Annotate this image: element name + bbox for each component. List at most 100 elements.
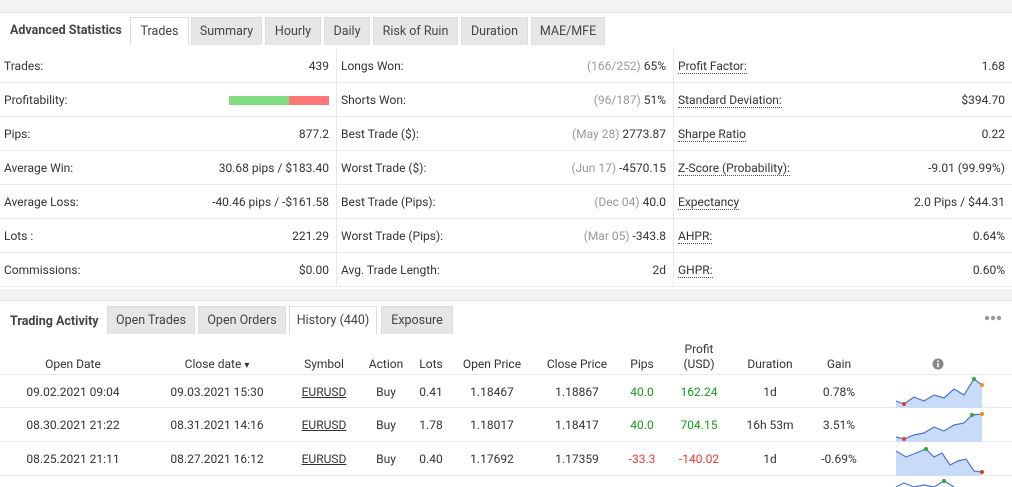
header-text: Close date — [184, 357, 242, 371]
stat-label[interactable]: Standard Deviation: — [678, 93, 782, 108]
stat-value-group: 0.22 — [982, 117, 1005, 151]
column-header: Close Price — [537, 357, 617, 372]
table-cell: 1.18867 — [555, 385, 599, 399]
table-cell: 3.51% — [822, 418, 856, 432]
tab[interactable]: Open Orders — [198, 306, 286, 334]
table-cell: 0.40 — [419, 452, 443, 466]
stat-row: Expectancy 2.0 Pips / $44.31 — [674, 185, 1012, 219]
table-cell: 1.17359 — [555, 452, 599, 466]
table-cell: 1.18467 — [470, 385, 514, 399]
header-text: Profit (USD) — [683, 342, 715, 371]
header-text: Open Price — [462, 357, 522, 371]
table-cell: 1.78 — [419, 418, 443, 432]
table-cell: 08.31.2021 14:16 — [170, 418, 264, 432]
table-row: 08.30.2021 21:22 08.31.2021 14:16 EURUSD Bu… — [0, 408, 1012, 442]
stat-value-group — [229, 83, 329, 117]
stat-value: 2d — [652, 263, 666, 277]
stat-value-group: 2d — [652, 253, 666, 287]
stat-label: Pips: — [4, 127, 31, 141]
table-cell: Buy — [376, 418, 396, 432]
stat-value: 2773.87 — [622, 127, 666, 141]
stat-row: Avg. Trade Length: 2d — [337, 253, 674, 287]
sparkline — [895, 447, 984, 476]
stat-value: 0.64% — [972, 229, 1005, 243]
stat-detail: (96/187) — [593, 93, 641, 107]
stat-row: Worst Trade (Pips): (Mar 05) -343.8 — [337, 219, 674, 253]
tab[interactable]: History (440) — [289, 306, 377, 334]
tab[interactable]: Daily — [324, 17, 370, 45]
stat-value-group: 0.64% — [973, 219, 1005, 253]
sort-indicator: ▾ — [244, 360, 250, 371]
table-cell[interactable]: EURUSD — [301, 418, 347, 432]
tab[interactable]: Exposure — [381, 306, 453, 334]
stat-label: Best Trade ($): — [341, 127, 419, 141]
stat-detail: (Jun 17) — [571, 161, 617, 175]
tab[interactable]: Duration — [461, 17, 528, 45]
table-cell: 0.41 — [419, 385, 443, 399]
table-cell: 08.27.2021 16:12 — [170, 452, 264, 466]
stat-value-group: (166/252) 65% — [587, 49, 666, 83]
activity-panel: Trading Activity Open Trades Open Orders H… — [0, 300, 1012, 487]
tab[interactable]: MAE/MFE — [531, 17, 605, 45]
stat-label[interactable]: Expectancy — [678, 195, 740, 210]
stat-value: 40.0 — [642, 195, 666, 209]
table-cell: -33.3 — [628, 452, 656, 466]
table-cell: 1.18417 — [555, 418, 599, 432]
panel-title: Trading Activity — [10, 314, 99, 329]
table-cell[interactable]: EURUSD — [301, 452, 347, 466]
column-header: Profit (USD) — [659, 342, 739, 372]
table-row: 09.02.2021 09:04 09.03.2021 15:30 EURUSD Bu… — [0, 374, 1012, 408]
tab[interactable]: Open Trades — [107, 306, 195, 334]
stat-value: 65% — [643, 59, 666, 73]
header-text: Lots — [419, 357, 443, 371]
column-header: Open Date — [33, 357, 113, 372]
table-cell[interactable]: EURUSD — [301, 385, 347, 399]
stat-value-group: -40.46 pips / -$161.58 — [212, 185, 329, 219]
stat-label: Avg. Trade Length: — [341, 263, 440, 277]
stat-detail: (Dec 04) — [594, 195, 640, 209]
stat-label[interactable]: AHPR: — [678, 229, 713, 244]
stat-label: Longs Won: — [341, 59, 404, 73]
stat-value: -4570.15 — [619, 161, 666, 175]
stat-label: Worst Trade (Pips): — [341, 229, 444, 243]
more-menu[interactable] — [984, 315, 1002, 321]
stat-label[interactable]: Z-Score (Probability): — [678, 161, 790, 176]
stat-row: Best Trade ($): (May 28) 2773.87 — [337, 117, 674, 151]
tab[interactable]: Trades — [130, 17, 189, 45]
stat-label[interactable]: Profit Factor: — [678, 59, 747, 74]
stat-row: Profit Factor: 1.68 — [674, 49, 1012, 83]
stat-label: Commissions: — [4, 263, 81, 277]
header-text: Close Price — [546, 357, 608, 371]
table-cell: 1d — [763, 452, 777, 466]
stat-label: Average Loss: — [4, 195, 79, 209]
stat-row: Z-Score (Probability): -9.01 (99.99%) — [674, 151, 1012, 185]
table-cell: 08.25.2021 21:11 — [26, 452, 120, 466]
tab[interactable]: Hourly — [265, 17, 321, 45]
stat-value-group: -9.01 (99.99%) — [928, 151, 1005, 185]
stat-label[interactable]: Sharpe Ratio — [678, 127, 747, 142]
info-icon[interactable] — [932, 358, 944, 370]
stat-value-group: 221.29 — [292, 219, 329, 253]
stat-label: Trades: — [4, 59, 44, 73]
table-cell: 08.30.2021 21:22 — [26, 418, 120, 432]
table-cell: 1.18017 — [470, 418, 514, 432]
stat-label[interactable]: GHPR: — [678, 263, 713, 278]
column-header: Lots — [391, 357, 471, 372]
tab[interactable]: Risk of Ruin — [373, 17, 458, 45]
stat-value: 439 — [308, 59, 329, 73]
column-header: Open Price — [452, 357, 532, 372]
panel-title: Advanced Statistics — [10, 23, 122, 38]
header-text: Gain — [826, 357, 852, 371]
stat-value: 30.68 pips / $183.40 — [218, 161, 329, 175]
column-header[interactable]: Close date ▾ — [177, 357, 257, 373]
tab[interactable]: Summary — [191, 17, 262, 45]
stat-label: Profitability: — [4, 93, 68, 107]
column-header: Action — [346, 357, 426, 372]
table-cell: 09.03.2021 15:30 — [170, 385, 264, 399]
stat-value: 51% — [643, 93, 666, 107]
stat-value-group: 2.0 Pips / $44.31 — [914, 185, 1005, 219]
column-header: Symbol — [284, 357, 364, 372]
stat-value: 0.60% — [972, 263, 1005, 277]
stat-detail: (May 28) — [572, 127, 620, 141]
